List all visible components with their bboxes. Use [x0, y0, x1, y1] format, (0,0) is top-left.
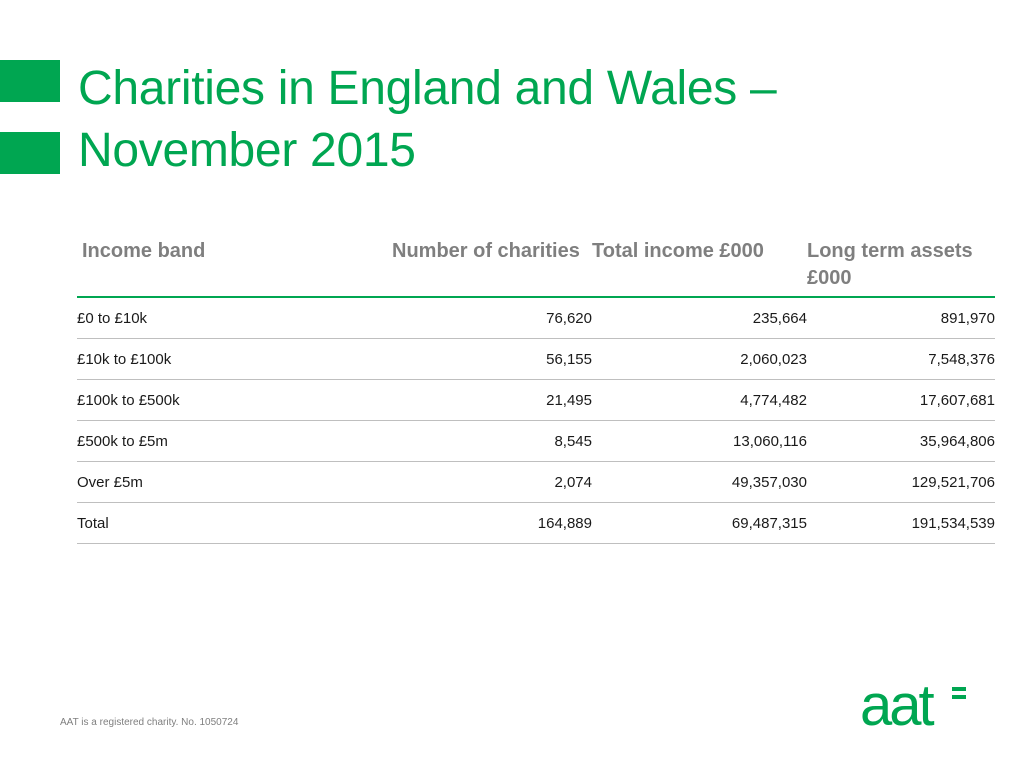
table-body: £0 to £10k 76,620 235,664 891,970 £10k t… — [77, 297, 995, 544]
slide-title: Charities in England and Wales – Novembe… — [78, 62, 777, 177]
cell-total-income: 235,664 — [592, 297, 807, 339]
cell-total-income: 13,060,116 — [592, 420, 807, 462]
header-total-income: Total income £000 — [592, 236, 807, 298]
cell-long-term-assets: 191,534,539 — [807, 502, 995, 544]
cell-total-income: 4,774,482 — [592, 379, 807, 421]
table-row: Over £5m 2,074 49,357,030 129,521,706 — [77, 461, 995, 503]
cell-income-band: £0 to £10k — [77, 297, 392, 339]
cell-income-band: Over £5m — [77, 461, 392, 503]
table-header-row: Income band Number of charities Total in… — [77, 236, 995, 298]
charities-table-container: Income band Number of charities Total in… — [77, 236, 995, 544]
header-number-of-charities: Number of charities — [392, 236, 592, 298]
header-long-term-assets: Long term assets £000 — [807, 236, 995, 298]
table-row: £500k to £5m 8,545 13,060,116 35,964,806 — [77, 420, 995, 462]
cell-number-of-charities: 76,620 — [392, 297, 592, 339]
aat-logo-mark-top — [952, 687, 966, 691]
footer-charity-note: AAT is a registered charity. No. 1050724 — [60, 717, 239, 728]
cell-income-band: £100k to £500k — [77, 379, 392, 421]
cell-income-band: Total — [77, 502, 392, 544]
table-row: £100k to £500k 21,495 4,774,482 17,607,6… — [77, 379, 995, 421]
cell-total-income: 49,357,030 — [592, 461, 807, 503]
cell-long-term-assets: 35,964,806 — [807, 420, 995, 462]
cell-number-of-charities: 56,155 — [392, 338, 592, 380]
aat-logo-text: aat — [860, 675, 935, 735]
cell-long-term-assets: 891,970 — [807, 297, 995, 339]
cell-long-term-assets: 7,548,376 — [807, 338, 995, 380]
cell-long-term-assets: 17,607,681 — [807, 379, 995, 421]
aat-logo-mark-bottom — [952, 695, 966, 699]
header-income-band: Income band — [77, 236, 392, 298]
cell-number-of-charities: 21,495 — [392, 379, 592, 421]
cell-number-of-charities: 164,889 — [392, 502, 592, 544]
table-row: £0 to £10k 76,620 235,664 891,970 — [77, 297, 995, 339]
accent-bar-top — [0, 60, 60, 102]
table-header: Income band Number of charities Total in… — [77, 236, 995, 298]
cell-total-income: 69,487,315 — [592, 502, 807, 544]
cell-number-of-charities: 8,545 — [392, 420, 592, 462]
cell-long-term-assets: 129,521,706 — [807, 461, 995, 503]
cell-total-income: 2,060,023 — [592, 338, 807, 380]
accent-bar-bottom — [0, 132, 60, 174]
cell-income-band: £10k to £100k — [77, 338, 392, 380]
cell-income-band: £500k to £5m — [77, 420, 392, 462]
table-row: £10k to £100k 56,155 2,060,023 7,548,376 — [77, 338, 995, 380]
cell-number-of-charities: 2,074 — [392, 461, 592, 503]
charities-table: Income band Number of charities Total in… — [77, 236, 995, 544]
aat-logo: aat — [860, 675, 966, 735]
table-row-total: Total 164,889 69,487,315 191,534,539 — [77, 502, 995, 544]
